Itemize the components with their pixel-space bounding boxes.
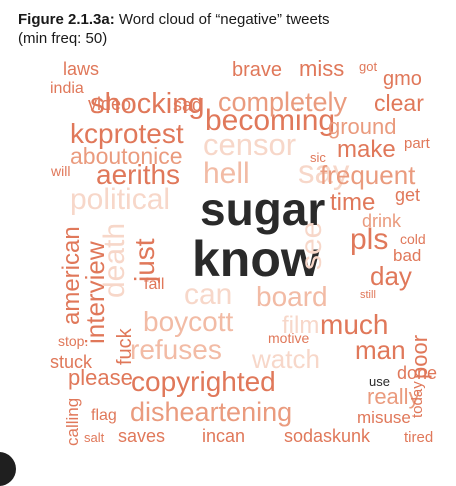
word-copyrighted: copyrighted (131, 366, 276, 397)
word-interview: interview (80, 241, 110, 344)
word-shocking: shocking (90, 88, 204, 120)
word-aboutonice: aboutonice (70, 143, 183, 169)
word-pls: pls (350, 223, 388, 256)
word-miss: miss (299, 56, 344, 81)
word-clear: clear (374, 90, 424, 116)
word-death: death (98, 223, 131, 298)
word-say: say (298, 153, 350, 190)
word-boycott: boycott (143, 306, 233, 337)
word-day: day (370, 261, 412, 291)
word-stop: stop. (58, 333, 88, 349)
word-saves: saves (118, 426, 165, 446)
word-video: video (88, 94, 131, 114)
word-stuck: stuck (50, 352, 93, 372)
figure-subtitle: (min freq: 50) (18, 30, 108, 47)
word-cold: cold (400, 231, 426, 247)
figure-title: Word cloud of “negative” tweets (118, 11, 330, 28)
word-sad: sad (173, 95, 202, 115)
word-can: can (184, 278, 232, 311)
word-just: just (129, 238, 160, 283)
word-brave: brave (232, 59, 282, 81)
word-sic: sic (310, 150, 326, 165)
word-kcprotest: kcprotest (70, 118, 184, 149)
word-board: board (256, 281, 328, 312)
word-incan: incan (202, 426, 245, 446)
word-still: still (360, 289, 376, 301)
word-gmo: gmo (383, 68, 422, 90)
word-hell: hell (203, 157, 250, 190)
word-bad: bad (393, 246, 421, 265)
word-political: political (70, 183, 170, 216)
word-fuck: fuck (114, 327, 136, 365)
word-misuse: misuse (357, 408, 411, 427)
word-refuses: refuses (130, 334, 222, 365)
word-india: india (50, 80, 84, 97)
word-much: much (320, 309, 388, 340)
word-please: please (68, 365, 133, 390)
word-film: film (282, 312, 319, 339)
word-fall: fall (144, 276, 164, 293)
word-frequent: frequent (320, 160, 416, 190)
word-today: today (409, 381, 426, 418)
word-man: man (355, 335, 406, 365)
word-salt: salt (84, 430, 105, 445)
word-really: really (367, 384, 420, 409)
word-part: part (404, 135, 431, 152)
word-ground: ground (328, 114, 397, 139)
word-sugar: sugar (200, 183, 325, 235)
figure-label: Figure 2.1.3a: (18, 11, 115, 28)
word-completely: completely (218, 87, 348, 117)
word-know: know (192, 231, 320, 287)
word-drink: drink (362, 211, 402, 231)
word-watch: watch (251, 344, 320, 374)
word-make: make (337, 136, 396, 163)
word-censor: censor (203, 127, 296, 162)
word-becoming: becoming (205, 104, 335, 137)
word-got: got (359, 59, 377, 74)
word-tired: tired (404, 429, 433, 446)
word-time: time (330, 189, 375, 216)
figure-caption: Figure 2.1.3a: Word cloud of “negative” … (18, 10, 438, 48)
word-motive: motive (268, 330, 309, 346)
word-laws: laws (63, 59, 99, 79)
word-poor: poor (407, 335, 432, 379)
word-aeriths: aeriths (96, 159, 180, 190)
word-done: done (397, 363, 437, 383)
word-use: use (369, 374, 390, 389)
word-sodaskunk: sodaskunk (284, 426, 371, 446)
word-get: get (395, 185, 420, 205)
word-see: see (295, 222, 328, 270)
word-american: american (58, 226, 85, 325)
word-disheartening: disheartening (130, 397, 292, 427)
word-flag: flag (91, 407, 117, 424)
word-will: will (50, 163, 70, 179)
word-calling: calling (63, 398, 82, 446)
